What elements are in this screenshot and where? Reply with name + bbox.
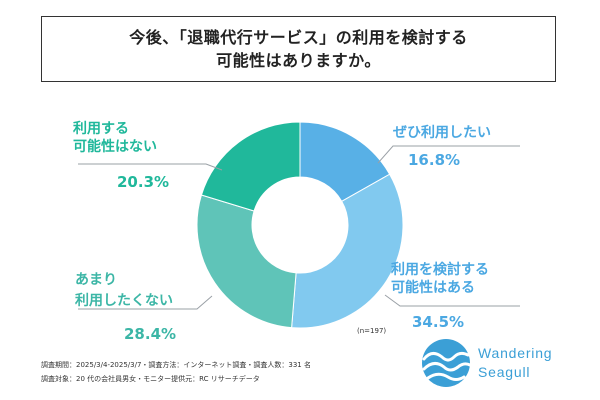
pct-definitely-use: 16.8%	[408, 151, 461, 169]
pct-no-possibility: 20.3%	[117, 173, 170, 191]
pct-rather-not: 28.4%	[124, 325, 177, 343]
leader-definitely-use	[377, 145, 520, 164]
leader-no-possibility	[78, 163, 223, 171]
seagull-logo-icon	[422, 339, 472, 387]
leader-rather-not	[78, 295, 213, 310]
title-line-2: 可能性はありますか。	[216, 51, 381, 70]
label-no-possibility-line1: 利用する	[73, 121, 129, 137]
slice-rather-not	[196, 194, 297, 329]
slice-no-possibility	[200, 121, 301, 212]
label-consider-use-line1: 利用を検討する	[391, 262, 489, 278]
slice-consider-use	[291, 173, 404, 329]
title-line-1: 今後、「退職代行サービス」の利用を検討する	[129, 28, 468, 47]
label-consider-use-line2: 可能性はある	[391, 280, 475, 296]
footnote-line-2: 調査対象：20 代の会社員男女・モニター提供元：RC リサーチデータ	[41, 375, 260, 383]
leader-consider-use	[384, 294, 520, 307]
label-definitely-use: ぜひ利用したい	[393, 124, 491, 142]
sample-size: (n=197)	[357, 327, 387, 335]
footnote-line-1: 調査期間：2025/3/4-2025/3/7・調査方法：インターネット調査・調査…	[41, 361, 311, 369]
logo-text: Wandering Seagull	[478, 344, 552, 382]
logo-text-line1: Wandering	[478, 345, 553, 361]
label-no-possibility: 利用する 可能性はない	[73, 120, 157, 156]
label-rather-not-line1: あまり	[75, 272, 117, 288]
pct-consider-use: 34.5%	[412, 313, 465, 331]
label-consider-use: 利用を検討する 可能性はある	[391, 261, 489, 297]
logo-text-line2: Seagull	[478, 364, 531, 380]
title-box: 今後、「退職代行サービス」の利用を検討する 可能性はありますか。	[41, 16, 556, 82]
label-definitely-use-text: ぜひ利用したい	[393, 125, 491, 141]
label-no-possibility-line2: 可能性はない	[73, 139, 157, 155]
label-rather-not: あまり 利用したくない	[75, 271, 173, 310]
label-rather-not-line2: 利用したくない	[75, 293, 173, 309]
